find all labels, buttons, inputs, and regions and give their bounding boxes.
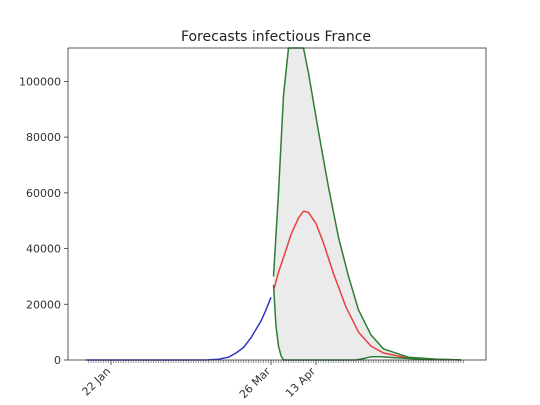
y-tick-label: 40000 (26, 243, 61, 256)
y-tick-label: 80000 (26, 131, 61, 144)
x-tick-label: 13 Apr (283, 365, 318, 400)
plot-area: 0 20000 40000 60000 80000 100000 22 Jan 26 Mar 1… (19, 47, 487, 402)
series-line-upper (272, 47, 462, 361)
y-tick-label: 60000 (26, 187, 61, 200)
y-tick-label: 100000 (19, 75, 61, 88)
series-line-observed (86, 297, 272, 361)
confidence-band (273, 48, 461, 360)
x-tick-label: 22 Jan (80, 365, 114, 399)
chart-title: Forecasts infectious France (181, 29, 371, 45)
x-tick-label: 26 Mar (237, 365, 274, 402)
series-line-lower (272, 284, 462, 361)
y-tick-label: 0 (54, 354, 61, 367)
plot-frame (67, 47, 487, 361)
y-tick-label: 20000 (26, 298, 61, 311)
series-line-forecast (272, 210, 462, 361)
